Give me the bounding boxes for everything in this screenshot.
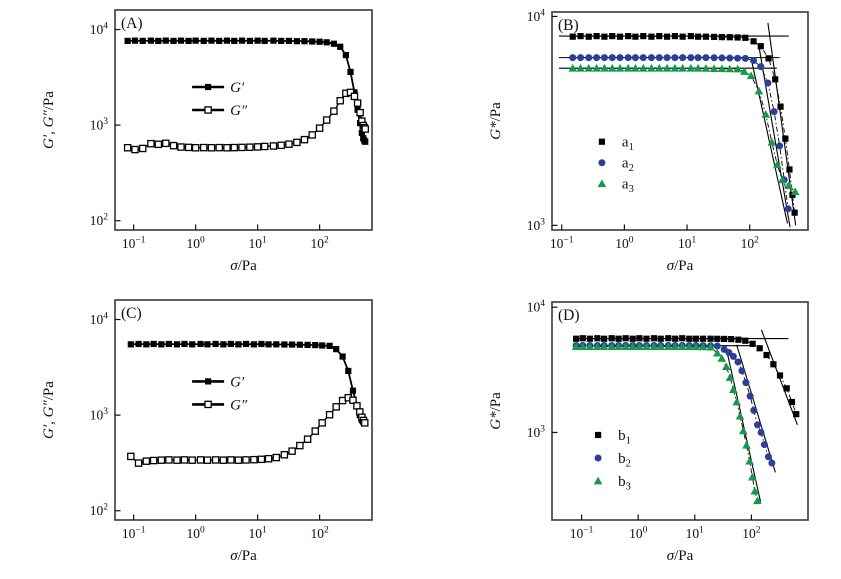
legend: G′ G″ [192, 374, 248, 413]
x-tick-label: 10−1 [122, 526, 146, 542]
fit-line [758, 46, 791, 228]
panel-a-chart: 10−1 100 101 102 102 103 104 σ/Pa G′, G″/Pa (A) G′… [41, 9, 373, 274]
legend-label: a1 [622, 135, 634, 154]
series-line [572, 35, 796, 213]
x-tick-label: 101 [249, 526, 268, 542]
series-G-prime [124, 37, 369, 145]
axis-box [551, 11, 809, 231]
legend-label: b2 [618, 451, 631, 470]
y-tick-label: 104 [90, 22, 109, 38]
legend-label: G′ [230, 374, 245, 390]
fit-lines [558, 22, 797, 228]
panel-label: (D) [558, 307, 580, 324]
series-line [127, 39, 366, 143]
x-tick-label: 101 [686, 526, 705, 542]
x-tick-label: 101 [249, 236, 268, 252]
y-tick-label: 103 [90, 117, 109, 133]
x-axis-title: σ/Pa [230, 548, 257, 564]
legend: b1 b2 b3 [593, 428, 631, 493]
x-tick-label: 10−1 [550, 236, 574, 252]
y-tick-label: 103 [527, 424, 546, 440]
x-tick-label: 102 [742, 526, 761, 542]
panel-label: (C) [121, 305, 142, 322]
series-a2 [569, 54, 792, 213]
panel-b-chart: 10−1 100 101 102 103 104 σ/Pa G*/Pa (B) a1 a2 a3 [488, 8, 809, 274]
y-tick-label: 103 [90, 407, 109, 423]
x-tick-label: 102 [741, 236, 760, 252]
series-G-double-prime [123, 88, 370, 154]
legend-label: b1 [618, 428, 631, 447]
x-axis-title: σ/Pa [230, 258, 257, 274]
x-axis-title: σ/Pa [667, 548, 694, 564]
y-tick-label: 104 [527, 8, 546, 24]
series-line [572, 67, 796, 192]
series-line [130, 396, 366, 464]
series-a1 [569, 33, 798, 216]
legend: a1 a2 a3 [597, 135, 634, 196]
axis-box [114, 299, 373, 521]
panel-d-chart: 10−1 100 101 102 103 104 σ/Pa G*/Pa (D) b1 b2 b3 [488, 299, 809, 564]
y-tick-label: 104 [90, 312, 109, 328]
series-a3 [568, 63, 800, 196]
legend-label: a3 [622, 177, 634, 196]
fit-line [725, 345, 762, 502]
y-tick-label: 104 [527, 299, 546, 315]
y-tick-label: 103 [527, 217, 546, 233]
series-b1 [573, 335, 800, 418]
legend-label: a2 [622, 156, 634, 175]
axis-box [551, 301, 809, 521]
x-tick-label: 102 [310, 526, 329, 542]
y-axis-title: G′, G″/Pa [41, 91, 57, 149]
x-tick-label: 100 [187, 236, 206, 252]
legend-label: b3 [618, 474, 631, 493]
legend-label: G″ [230, 397, 248, 413]
fit-line [750, 58, 789, 224]
series-G-double-prime [127, 393, 369, 467]
y-tick-label: 102 [90, 213, 109, 229]
legend: G′ G″ [192, 80, 248, 119]
x-tick-label: 101 [678, 236, 697, 252]
series-b3 [571, 342, 762, 505]
panel-c-chart: 10−1 100 101 102 102 103 104 σ/Pa G′, G″/Pa (C) G′… [41, 299, 373, 564]
x-axis-title: σ/Pa [667, 258, 694, 274]
x-tick-label: 10−1 [570, 526, 594, 542]
legend-label: G′ [230, 80, 245, 96]
series-G-prime [127, 340, 368, 427]
y-axis-title: G*/Pa [488, 392, 504, 430]
panel-label: (B) [558, 17, 579, 34]
x-tick-label: 10−1 [122, 236, 146, 252]
y-axis-title: G′, G″/Pa [41, 381, 57, 439]
axis-box [114, 9, 373, 231]
y-tick-label: 102 [90, 503, 109, 519]
x-tick-label: 100 [187, 526, 206, 542]
panel-label: (A) [121, 15, 143, 32]
x-tick-label: 102 [310, 236, 329, 252]
fit-line [767, 22, 797, 226]
x-tick-label: 100 [615, 236, 634, 252]
x-tick-label: 100 [629, 526, 648, 542]
legend-label: G″ [230, 103, 248, 119]
y-axis-title: G*/Pa [488, 102, 504, 140]
